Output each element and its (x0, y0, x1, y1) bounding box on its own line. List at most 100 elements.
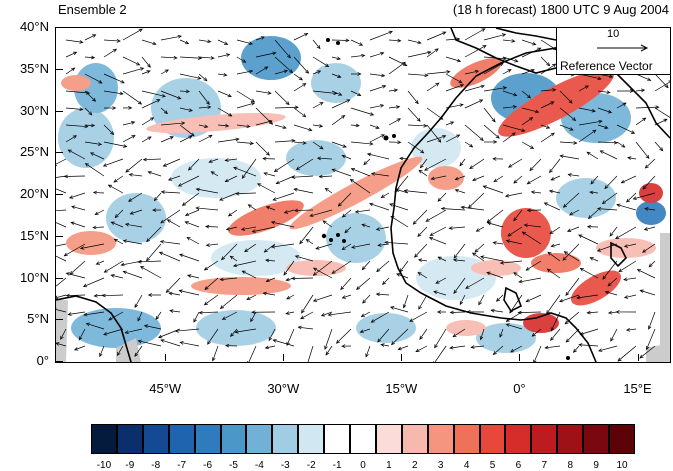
wind-vector-head (589, 190, 594, 195)
wind-vector (369, 85, 386, 92)
wind-vector-head (454, 188, 459, 193)
wind-vector-head (136, 61, 141, 66)
wind-vector-head (366, 152, 372, 157)
wind-vector-head (338, 92, 343, 96)
wind-vector-head (208, 134, 213, 139)
wind-vector (418, 259, 428, 262)
wind-vector (578, 85, 589, 92)
longitude-label: 15°E (623, 381, 652, 396)
wind-vector (502, 106, 517, 109)
wind-vector-head (197, 76, 202, 80)
wind-vector (414, 243, 428, 258)
wind-vector (199, 311, 219, 314)
wind-vector (563, 192, 580, 208)
wind-vector (642, 243, 656, 253)
wind-vector (483, 33, 506, 41)
wind-vector-head (72, 135, 77, 139)
wind-vector-head (177, 183, 183, 187)
wind-vector-head (460, 205, 465, 210)
wind-vector-head (124, 330, 129, 334)
wind-vector (338, 192, 352, 207)
wind-vector (123, 271, 143, 279)
wind-vector-head (474, 248, 479, 253)
wind-vector-head (207, 340, 211, 345)
wind-vector (294, 188, 314, 194)
wind-vector (420, 158, 428, 168)
wind-vector (521, 39, 536, 45)
wind-vector-head (195, 206, 200, 211)
wind-vector-head (272, 51, 277, 56)
wind-vector (312, 102, 324, 109)
wind-vector-head (361, 53, 366, 58)
wind-vector-head (250, 98, 256, 103)
wind-vector (545, 345, 561, 349)
wind-vector (429, 237, 447, 245)
colorbar-swatch (453, 424, 480, 454)
wind-vector (381, 192, 390, 198)
wind-vector (513, 175, 523, 184)
wind-vector (483, 107, 496, 123)
wind-vector (445, 121, 454, 126)
wind-vector (312, 90, 337, 94)
colorbar-swatch (531, 424, 558, 454)
wind-vector-head (623, 244, 629, 248)
wind-vector-head (210, 56, 215, 60)
wind-vector (540, 124, 550, 129)
wind-vector (389, 203, 409, 211)
wind-vector (418, 294, 428, 310)
wind-vector (212, 345, 219, 361)
wind-vector (236, 70, 253, 75)
wind-vector (321, 311, 333, 317)
wind-vector-head (435, 280, 440, 284)
wind-vector (255, 141, 270, 156)
wind-vector (351, 168, 371, 177)
wind-vector-head (316, 156, 322, 161)
wind-vector-head (285, 101, 290, 106)
wind-vector (236, 39, 253, 45)
longitude-tick (637, 354, 639, 361)
wind-vector (56, 188, 67, 194)
wind-vector-head (190, 132, 195, 137)
latitude-label: 15°N (19, 227, 49, 243)
latitude-label: 25°N (19, 144, 49, 160)
wind-vector (350, 179, 371, 194)
wind-vector (580, 328, 599, 335)
wind-vector-head (531, 332, 536, 337)
wind-vector-head (92, 34, 97, 38)
wind-vector-head (598, 119, 603, 124)
colorbar-label: 3 (437, 460, 444, 471)
wind-vector-head (427, 50, 432, 55)
longitude-tick (283, 354, 285, 361)
wind-vector (225, 158, 238, 161)
wind-vector-head (124, 222, 130, 227)
wind-vector (415, 345, 428, 352)
wind-vector (426, 124, 442, 143)
wind-vector-head (83, 312, 88, 317)
wind-vector-head (639, 354, 644, 359)
wind-vector-head (491, 118, 496, 123)
wind-vector-head (90, 123, 96, 128)
longitude-label: 0° (513, 381, 526, 396)
map-canvas (56, 28, 670, 362)
wind-vector (342, 294, 352, 299)
wind-vector (125, 158, 143, 173)
colorbar-swatch (246, 424, 273, 454)
wind-vector (450, 311, 466, 313)
wind-vector (522, 231, 542, 245)
wind-vector (141, 136, 152, 143)
latitude-tick (55, 152, 63, 154)
wind-vector-head (162, 163, 167, 167)
wind-vector-head (265, 206, 271, 210)
wind-vector (418, 169, 428, 177)
wind-vector-head (357, 92, 362, 96)
wind-vector-head (513, 272, 518, 276)
wind-vector-head (150, 117, 155, 121)
wind-vector-head (351, 245, 356, 249)
wind-vector-head (621, 143, 626, 148)
wind-vector (179, 290, 200, 296)
wind-vector-head (569, 127, 574, 131)
wind-vector-head (65, 272, 70, 276)
wind-vector-head (244, 248, 249, 253)
wind-vector (301, 294, 314, 314)
wind-vector-head (521, 128, 526, 132)
